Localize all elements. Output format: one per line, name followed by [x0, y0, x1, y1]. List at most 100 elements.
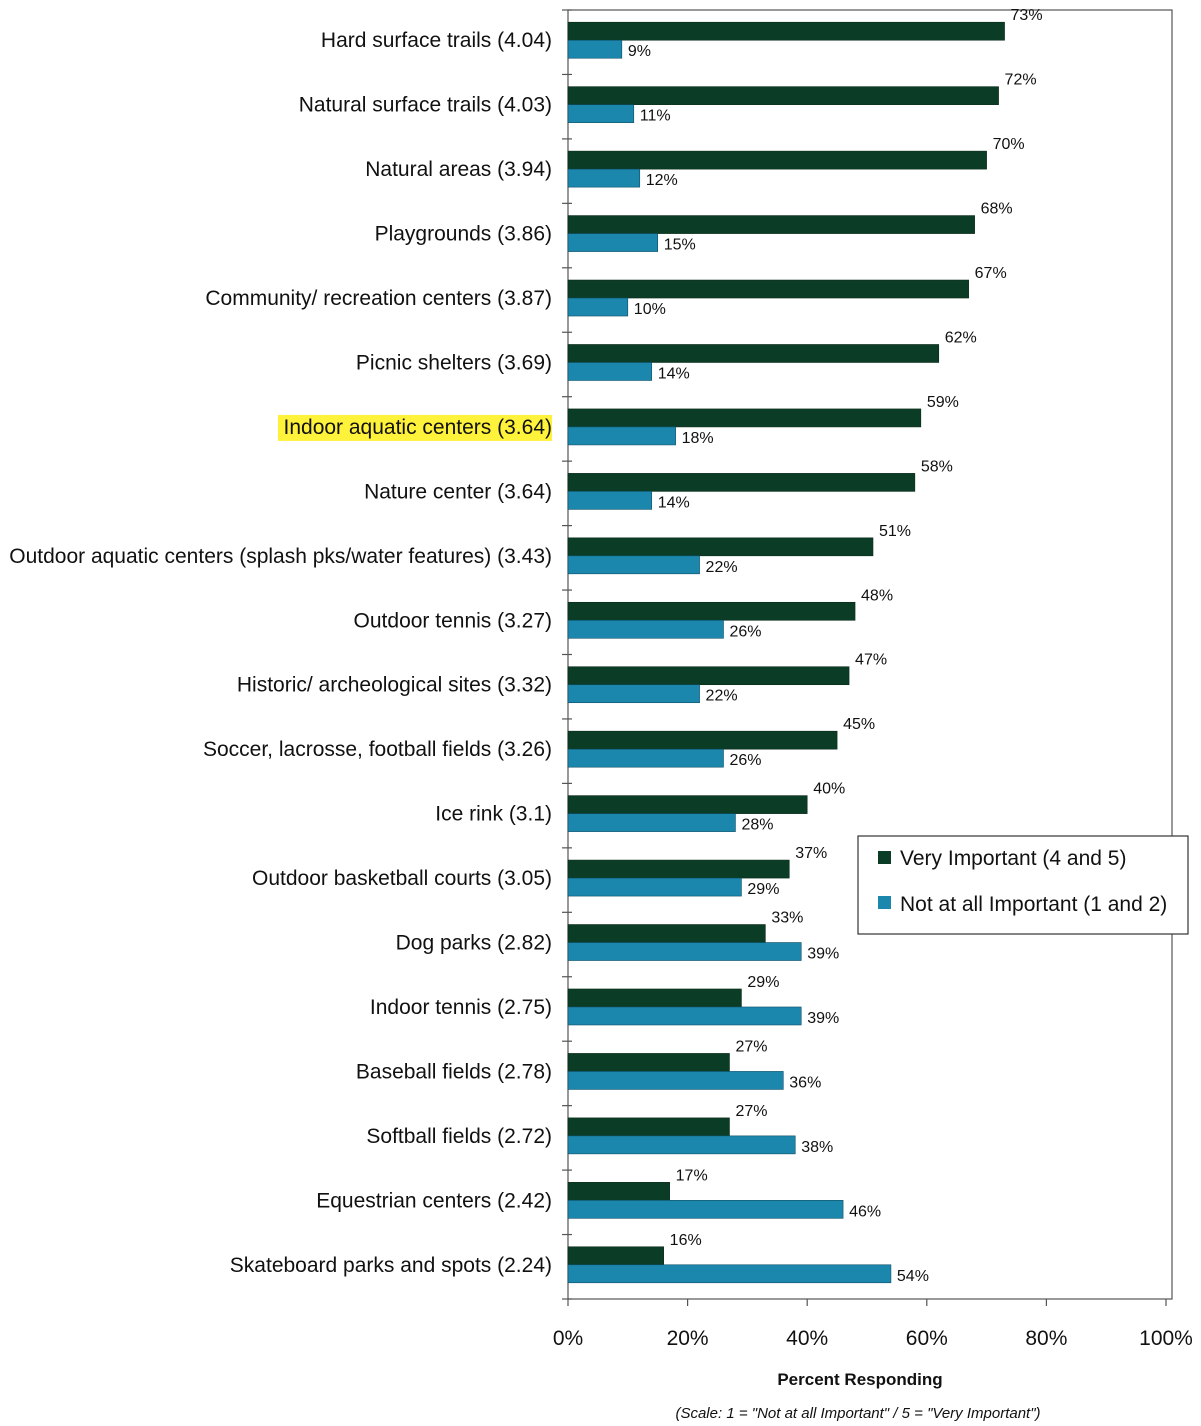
category-label: Picnic shelters (3.69) [356, 351, 552, 374]
category-label: Historic/ archeological sites (3.32) [237, 674, 552, 697]
bar-very-important [567, 1246, 664, 1266]
bar-very-important [567, 859, 790, 879]
bar-very-important [567, 215, 975, 234]
x-tick-label: 60% [906, 1327, 948, 1350]
category-label: Baseball fields (2.78) [356, 1060, 552, 1083]
category-label: Nature center (3.64) [364, 480, 552, 503]
data-label-very-important: 67% [975, 265, 1007, 282]
data-label-not-important: 9% [628, 43, 651, 60]
data-label-very-important: 27% [735, 1103, 767, 1120]
data-label-not-important: 14% [658, 365, 690, 382]
data-label-not-important: 12% [646, 172, 678, 189]
category-label: Outdoor aquatic centers (splash pks/wate… [9, 545, 552, 568]
category-labels: Hard surface trails (4.04) Natural surfac… [9, 29, 552, 1277]
x-axis-title: Percent Responding [777, 1370, 942, 1389]
data-label-not-important: 28% [741, 817, 773, 834]
bar-not-important [567, 1264, 892, 1284]
bar-not-important [567, 168, 641, 188]
bar-very-important [567, 666, 850, 686]
category-label: Equestrian centers (2.42) [316, 1189, 552, 1212]
data-label-very-important: 68% [981, 201, 1013, 218]
data-label-not-important: 46% [849, 1203, 881, 1220]
data-label-very-important: 17% [676, 1167, 708, 1184]
bar-very-important [567, 795, 808, 814]
legend-swatch-not-important [878, 896, 891, 909]
bar-very-important [567, 1053, 730, 1072]
bar-not-important [567, 1006, 802, 1026]
legend-label-very-important: Very Important (4 and 5) [900, 847, 1126, 870]
bar-not-important [567, 684, 700, 704]
legend-label-not-important: Not at all Important (1 and 2) [900, 893, 1167, 916]
category-label: Skateboard parks and spots (2.24) [230, 1254, 552, 1277]
data-label-not-important: 38% [801, 1139, 833, 1156]
x-tick-label: 100% [1139, 1327, 1193, 1350]
data-label-not-important: 22% [706, 688, 738, 705]
bar-not-important [567, 1135, 796, 1155]
data-label-very-important: 70% [993, 136, 1025, 153]
category-label: Hard surface trails (4.04) [321, 29, 552, 52]
data-label-very-important: 73% [1011, 7, 1043, 24]
category-label: Indoor aquatic centers (3.64) [284, 416, 553, 439]
bar-not-important [567, 813, 736, 832]
x-axis: 0% 20% 40% 60% 80% 100% [553, 9, 1193, 1350]
category-label: Natural areas (3.94) [365, 158, 552, 181]
data-label-not-important: 54% [897, 1268, 929, 1285]
x-tick-label: 40% [786, 1327, 828, 1350]
x-tick-label: 80% [1025, 1327, 1067, 1350]
x-tick-label: 20% [667, 1327, 709, 1350]
bar-very-important [567, 537, 874, 557]
scale-note: (Scale: 1 = "Not at all Important" / 5 =… [675, 1405, 1040, 1422]
bar-very-important [567, 1117, 730, 1137]
bar-very-important [567, 408, 922, 428]
bar-not-important [567, 1071, 784, 1090]
bar-very-important [567, 344, 940, 363]
bar-very-important [567, 988, 742, 1008]
data-label-very-important: 62% [945, 329, 977, 346]
data-label-very-important: 16% [670, 1232, 702, 1249]
category-label: Dog parks (2.82) [396, 932, 552, 955]
data-label-not-important: 26% [729, 752, 761, 769]
data-label-very-important: 51% [879, 523, 911, 540]
data-label-very-important: 33% [771, 910, 803, 927]
legend-box [857, 835, 1189, 935]
data-label-very-important: 40% [813, 781, 845, 798]
bar-very-important [567, 150, 987, 170]
bar-very-important [567, 86, 999, 105]
bar-not-important [567, 297, 629, 317]
data-label-very-important: 29% [747, 974, 779, 991]
data-label-not-important: 10% [634, 301, 666, 318]
data-label-not-important: 36% [789, 1074, 821, 1091]
bar-not-important [567, 362, 653, 381]
bar-not-important [567, 748, 724, 768]
bar-very-important [567, 1182, 670, 1201]
category-label: Outdoor basketball courts (3.05) [252, 867, 552, 890]
data-label-not-important: 18% [682, 430, 714, 447]
data-label-very-important: 47% [855, 652, 887, 669]
category-label: Playgrounds (3.86) [375, 223, 552, 246]
legend: Very Important (4 and 5) Not at all Impo… [857, 835, 1189, 935]
data-label-very-important: 37% [795, 845, 827, 862]
bar-not-important [567, 555, 700, 575]
data-label-very-important: 72% [1005, 72, 1037, 89]
bar-not-important [567, 426, 676, 446]
bar-not-important [567, 104, 635, 123]
data-label-not-important: 22% [706, 559, 738, 576]
data-label-not-important: 29% [747, 881, 779, 898]
bar-not-important [567, 491, 653, 510]
x-tick-label: 0% [553, 1327, 583, 1350]
category-label: Ice rink (3.1) [435, 803, 552, 826]
bar-very-important [567, 21, 1005, 41]
bar-not-important [567, 39, 623, 59]
data-label-not-important: 26% [729, 623, 761, 640]
bar-not-important [567, 233, 658, 252]
legend-swatch-very-important [878, 851, 891, 864]
data-label-very-important: 27% [735, 1038, 767, 1055]
category-label: Indoor tennis (2.75) [370, 996, 552, 1019]
data-label-not-important: 39% [807, 1010, 839, 1027]
data-label-not-important: 14% [658, 494, 690, 511]
data-label-not-important: 11% [640, 108, 671, 125]
data-label-very-important: 48% [861, 587, 893, 604]
bar-very-important [567, 601, 856, 621]
category-label: Softball fields (2.72) [366, 1125, 552, 1148]
